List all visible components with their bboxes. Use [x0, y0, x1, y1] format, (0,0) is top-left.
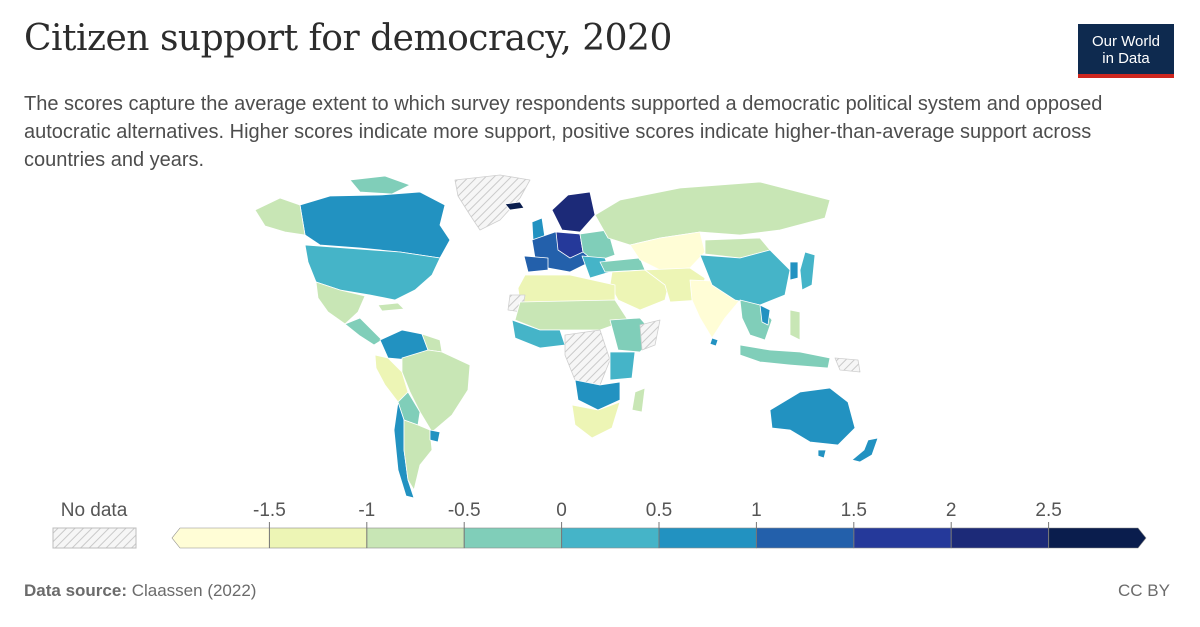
- region-turkey[interactable]: [599, 257, 646, 273]
- license[interactable]: CC BY: [1118, 581, 1170, 600]
- region-tasmania[interactable]: [817, 449, 827, 459]
- region-caribbean[interactable]: [377, 302, 405, 312]
- legend-tick-label: 0: [556, 500, 567, 521]
- region-central-asia[interactable]: [629, 231, 706, 271]
- legend-tick-label: 2.5: [1035, 500, 1061, 521]
- data-source-label: Data source:: [24, 581, 127, 600]
- region-greenland[interactable]: [454, 174, 531, 231]
- legend-bin-0[interactable]: [171, 527, 270, 549]
- logo-line-1: Our World: [1091, 33, 1161, 50]
- legend-bin-1[interactable]: [269, 527, 368, 549]
- legend-bins: [171, 527, 1147, 549]
- region-iberia[interactable]: [523, 255, 549, 273]
- region-png[interactable]: [834, 357, 861, 373]
- data-source-value: Claassen (2022): [131, 581, 257, 600]
- legend-tick-label: 2: [946, 500, 957, 521]
- legend-tick-label: -1: [358, 500, 375, 521]
- region-japan[interactable]: [799, 251, 816, 291]
- chart-subtitle: The scores capture the average extent to…: [24, 93, 1103, 171]
- legend-ticks: -1.5 -1 -0.5 0 0.5 1 1.5 2 2.5: [253, 500, 1062, 548]
- legend-bin-9[interactable]: [1048, 527, 1147, 549]
- region-argentina[interactable]: [403, 419, 433, 491]
- legend-tick-label: -0.5: [448, 500, 481, 521]
- legend-bin-3[interactable]: [463, 527, 562, 549]
- region-southern-africa[interactable]: [571, 401, 621, 439]
- region-arctic-islands[interactable]: [349, 175, 411, 195]
- chart-title: Citizen support for democracy, 2020: [24, 18, 672, 59]
- region-somalia[interactable]: [639, 319, 661, 351]
- legend-bin-2[interactable]: [366, 527, 465, 549]
- legend-bin-6[interactable]: [756, 527, 855, 549]
- region-brazil[interactable]: [401, 349, 471, 433]
- region-iceland[interactable]: [504, 201, 525, 211]
- legend-bin-8[interactable]: [950, 527, 1049, 549]
- region-central-america[interactable]: [344, 317, 383, 346]
- data-source: Data source: Claassen (2022): [24, 581, 256, 601]
- legend: No data -1.5 -1 -0.5 0 0.5 1 1.5 2 2.5: [52, 500, 1147, 549]
- region-philippines[interactable]: [789, 309, 801, 341]
- no-data-swatch: [52, 527, 137, 549]
- region-australia[interactable]: [769, 387, 856, 446]
- logo-line-2: in Data: [1102, 50, 1150, 67]
- no-data-label: No data: [61, 500, 128, 521]
- region-mexico[interactable]: [315, 281, 366, 325]
- region-new-zealand[interactable]: [851, 437, 879, 463]
- owid-logo[interactable]: Our World in Data: [1078, 24, 1174, 78]
- region-uruguay[interactable]: [429, 429, 441, 443]
- region-indonesia[interactable]: [739, 344, 831, 369]
- region-canada[interactable]: [299, 191, 451, 259]
- legend-bin-5[interactable]: [658, 527, 757, 549]
- region-east-africa[interactable]: [609, 351, 636, 381]
- region-vietnam[interactable]: [759, 304, 771, 326]
- legend-bin-4[interactable]: [561, 527, 660, 549]
- region-sri-lanka[interactable]: [709, 337, 719, 347]
- region-southern-central-africa[interactable]: [574, 379, 621, 411]
- region-korea[interactable]: [789, 261, 799, 281]
- region-madagascar[interactable]: [631, 387, 646, 413]
- legend-tick-label: -1.5: [253, 500, 286, 521]
- region-china[interactable]: [699, 249, 791, 306]
- region-usa[interactable]: [304, 244, 441, 301]
- legend-tick-label: 0.5: [646, 500, 672, 521]
- region-alaska[interactable]: [254, 197, 306, 236]
- legend-tick-label: 1: [751, 500, 762, 521]
- region-central-europe[interactable]: [555, 231, 584, 259]
- region-nordics[interactable]: [551, 191, 596, 233]
- legend-tick-label: 1.5: [841, 500, 867, 521]
- legend-bin-7[interactable]: [853, 527, 952, 549]
- region-central-africa[interactable]: [564, 329, 611, 386]
- region-sahel[interactable]: [514, 299, 629, 331]
- region-russia[interactable]: [594, 181, 831, 246]
